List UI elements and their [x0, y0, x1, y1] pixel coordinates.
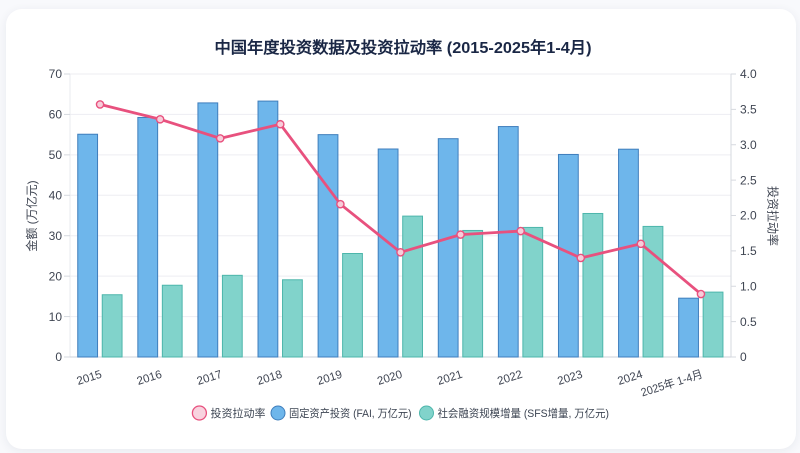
svg-text:投资拉动率: 投资拉动率 — [766, 186, 781, 246]
svg-text:2.5: 2.5 — [740, 173, 757, 187]
svg-text:2018: 2018 — [256, 369, 284, 388]
svg-text:0: 0 — [55, 350, 62, 364]
svg-text:2019: 2019 — [316, 369, 344, 388]
svg-text:70: 70 — [49, 67, 63, 81]
svg-text:40: 40 — [49, 188, 63, 202]
svg-text:10: 10 — [49, 310, 63, 324]
svg-text:2021: 2021 — [436, 369, 464, 388]
svg-text:2020: 2020 — [376, 369, 404, 388]
svg-text:3.5: 3.5 — [740, 103, 757, 117]
svg-text:2017: 2017 — [196, 369, 224, 388]
svg-text:50: 50 — [49, 148, 63, 162]
svg-text:1.0: 1.0 — [740, 279, 757, 293]
svg-text:2023: 2023 — [556, 369, 584, 388]
svg-text:1.5: 1.5 — [740, 244, 757, 258]
svg-text:2015: 2015 — [75, 369, 103, 388]
svg-text:30: 30 — [49, 229, 63, 243]
svg-text:20: 20 — [49, 269, 63, 283]
svg-text:0: 0 — [740, 350, 747, 364]
svg-text:60: 60 — [49, 108, 63, 122]
svg-text:中国年度投资数据及投资拉动率 (2015-2025年1-4月: 中国年度投资数据及投资拉动率 (2015-2025年1-4月) — [215, 38, 592, 57]
svg-text:0.5: 0.5 — [740, 315, 757, 329]
svg-text:2025年 1-4月: 2025年 1-4月 — [639, 367, 704, 400]
svg-text:2016: 2016 — [136, 369, 164, 388]
svg-text:社会融资规模增量 (SFS增量, 万亿元): 社会融资规模增量 (SFS增量, 万亿元) — [438, 406, 610, 420]
svg-text:投资拉动率: 投资拉动率 — [211, 406, 266, 420]
svg-text:2022: 2022 — [496, 369, 524, 388]
svg-text:金额 (万亿元): 金额 (万亿元) — [24, 180, 39, 251]
svg-text:3.0: 3.0 — [740, 138, 757, 152]
svg-text:2024: 2024 — [616, 369, 645, 388]
svg-text:2.0: 2.0 — [740, 209, 757, 223]
svg-text:4.0: 4.0 — [740, 67, 757, 81]
svg-text:固定资产投资 (FAI, 万亿元): 固定资产投资 (FAI, 万亿元) — [289, 406, 412, 420]
